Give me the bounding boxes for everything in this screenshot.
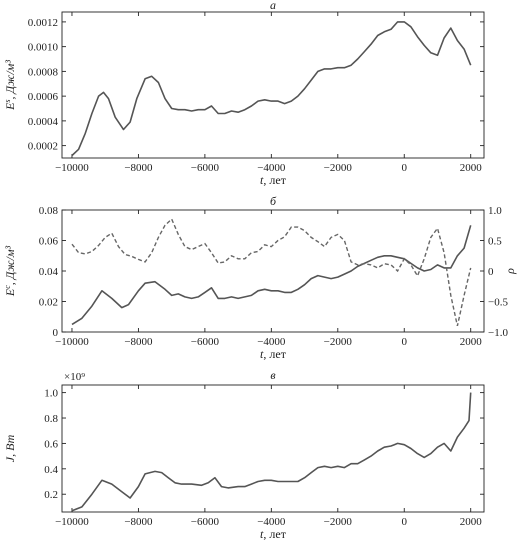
x-tick-label: −4000 (257, 162, 286, 174)
y-tick-label: 0.08 (39, 205, 59, 217)
y-right-tick-label: 0 (488, 266, 494, 278)
x-axis-title: t, лет (260, 347, 287, 361)
x-axis-title: t, лет (260, 527, 287, 541)
panel-label: а (270, 0, 276, 12)
x-tick-label: −4000 (257, 336, 286, 348)
x-tick-label: −2000 (324, 162, 353, 174)
x-tick-label: −8000 (124, 162, 153, 174)
y-tick-label: 0.2 (44, 489, 58, 501)
y-tick-label: 0.0002 (28, 141, 58, 153)
plot-frame (61, 11, 485, 159)
y-right-tick-label: −1.0 (488, 327, 508, 339)
y-axis-title: Es, Дж/м³ (3, 60, 18, 111)
y-tick-label: 0.02 (39, 297, 58, 309)
series-line (71, 392, 472, 512)
panel-label: б (270, 194, 277, 208)
y-right-tick-label: 0.5 (488, 236, 502, 248)
x-tick-label: −6000 (191, 516, 220, 528)
plot-frame (61, 209, 485, 333)
y-right-tick-label: 1.0 (488, 205, 502, 217)
x-tick-label: 0 (402, 516, 408, 528)
x-tick-label: −6000 (191, 162, 220, 174)
x-tick-label: 2000 (460, 162, 483, 174)
y-tick-label: 0.0004 (28, 116, 59, 128)
x-tick-label: −8000 (124, 336, 153, 348)
y-multiplier: ×10⁹ (64, 371, 85, 383)
x-tick-label: −10000 (55, 336, 89, 348)
plot-frame (61, 384, 485, 513)
series-line (71, 225, 472, 326)
x-tick-label: −8000 (124, 516, 153, 528)
y-tick-label: 0.06 (39, 236, 59, 248)
y-tick-label: 0.04 (39, 266, 59, 278)
y-axis-title: J, Вт (3, 434, 17, 462)
y-tick-label: 0 (53, 327, 59, 339)
y-tick-label: 0.0006 (28, 91, 59, 103)
y-axis-title: Ec, Дж/м³ (3, 245, 18, 297)
x-tick-label: −6000 (191, 336, 220, 348)
y-tick-label: 0.4 (44, 464, 58, 476)
y-right-tick-label: −0.5 (488, 297, 508, 309)
y-tick-label: 0.0010 (28, 42, 59, 54)
y-right-axis-title: ρ (503, 268, 517, 275)
series-line-dashed (71, 217, 472, 327)
x-tick-label: 0 (402, 336, 408, 348)
panel-label: в (270, 368, 275, 382)
y-tick-label: 1.0 (44, 388, 58, 400)
x-axis-title: t, лет (260, 173, 287, 187)
series-line (71, 21, 472, 157)
y-tick-label: 0.6 (44, 438, 58, 450)
y-tick-label: 0.0012 (28, 17, 58, 29)
x-tick-label: −10000 (55, 516, 89, 528)
x-tick-label: −4000 (257, 516, 286, 528)
x-tick-label: −10000 (55, 162, 89, 174)
x-tick-label: −2000 (324, 516, 353, 528)
x-tick-label: 2000 (460, 336, 483, 348)
y-tick-label: 0.0008 (28, 66, 59, 78)
x-tick-label: 2000 (460, 516, 483, 528)
x-tick-label: 0 (402, 162, 408, 174)
y-tick-label: 0.8 (44, 413, 58, 425)
x-tick-label: −2000 (324, 336, 353, 348)
